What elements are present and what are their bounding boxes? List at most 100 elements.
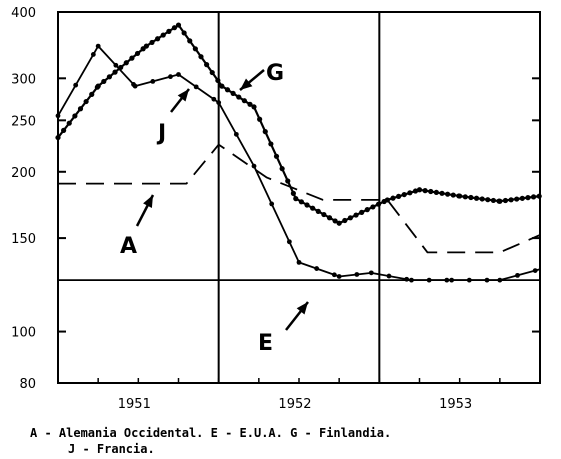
series-point-g-81 [485,197,491,203]
y-tick-label-100: 100 [11,326,36,341]
series-label-j: J [156,121,166,146]
series-point-g-23 [175,22,182,28]
series-point-g-33 [230,90,236,97]
grid-lines [217,12,381,383]
series-point-g-38 [257,116,263,122]
series-point-g-67 [412,188,419,194]
x-tick-label-1953: 1953 [439,397,472,412]
series-point-g-80 [479,196,485,202]
series-point-g-55 [347,215,354,221]
series-annotations: A E G J [120,61,309,356]
series-point-g-54 [342,217,348,224]
series-point-g-46 [298,199,305,205]
series-point-g-49 [315,208,321,214]
x-tick-label-1951: 1951 [118,397,151,412]
legend-line-1: A - Alemania Occidental. E - E.U.A. G - … [30,426,391,440]
series-point-j-21 [354,272,360,277]
series-point-j-6 [132,83,138,89]
series-point-g-39 [262,129,268,135]
series-point-g-20 [160,32,166,38]
series-point-g-86 [508,197,514,203]
series-point-g-58 [364,207,370,213]
series-point-j-32 [515,272,520,278]
series-point-g-9 [101,78,107,85]
series-point-j-15 [269,201,275,207]
series-point-g-3 [72,113,78,119]
series-point-g-72 [439,190,445,196]
series-point-g-5 [83,98,89,105]
series-point-g-42 [279,166,285,172]
series-point-g-22 [171,25,178,31]
series-point-g-56 [353,212,359,218]
series-point-g-87 [514,196,520,202]
series-label-a: A [120,234,137,259]
series-point-g-27 [198,54,204,60]
y-tick-label-300: 300 [11,72,36,87]
series-point-g-63 [390,195,396,201]
series-point-g-84 [497,198,503,204]
series-point-g-69 [422,188,428,194]
series-point-g-14 [129,55,135,61]
series-point-g-53 [336,220,342,226]
series-point-g-34 [236,94,242,100]
series-point-g-89 [525,195,531,201]
series-label-e: E [258,331,273,356]
series-point-g-17 [143,43,149,49]
series-point-j-24 [404,276,410,282]
series-point-g-19 [155,36,161,42]
series-point-g-60 [375,201,382,207]
series-point-j-3 [95,43,101,49]
series-point-g-25 [187,38,193,44]
series-point-g-37 [251,104,257,110]
series-point-g-24 [181,30,187,36]
series-point-g-70 [428,188,434,195]
series-point-g-71 [433,189,439,196]
series-point-g-11 [112,69,118,75]
series-point-g-1 [61,127,67,133]
series-point-j-1 [73,82,79,88]
series-point-g-21 [166,28,172,34]
series-arrow-head-e [296,302,308,315]
series-point-g-41 [273,153,280,159]
series-point-j-27 [444,277,450,283]
y-tick-label-150: 150 [11,232,36,247]
series-point-j-11 [211,96,217,102]
series-point-g-32 [224,87,231,93]
series-point-g-64 [396,193,402,199]
series-point-j-18 [314,266,320,271]
series-point-j-19 [331,272,337,278]
series-point-g-76 [457,193,463,199]
y-axis-ticks: 80 100 150 200 250 300 400 [11,6,540,392]
series-point-g-52 [332,218,338,224]
series-point-j-29 [466,277,472,283]
series-point-g-47 [304,202,310,208]
series-point-j-33 [532,268,538,274]
series-point-g-85 [502,197,509,204]
series-point-g-10 [106,74,113,80]
series-point-j-31 [497,277,503,283]
series-point-g-51 [326,215,333,221]
series-point-g-78 [468,194,474,201]
series-point-g-4 [77,106,84,112]
series-point-g-30 [215,77,221,84]
series-point-g-13 [123,60,129,66]
series-label-g: G [266,61,284,86]
series-line-g [57,23,541,225]
series-group [55,22,542,283]
series-point-g-26 [192,46,198,52]
series-point-g-73 [445,191,451,197]
series-point-j-12 [216,100,222,106]
series-point-j-28 [449,277,455,283]
series-point-g-59 [370,204,376,210]
y-tick-label-200: 200 [11,166,36,181]
series-point-j-8 [168,74,173,80]
series-point-j-16 [286,239,292,245]
series-point-g-36 [247,101,253,107]
series-point-j-20 [336,274,342,279]
series-point-g-6 [89,91,95,97]
series-point-g-29 [209,69,215,76]
series-point-g-45 [293,196,299,202]
series-point-j-17 [296,259,302,265]
series-point-j-13 [233,131,239,137]
